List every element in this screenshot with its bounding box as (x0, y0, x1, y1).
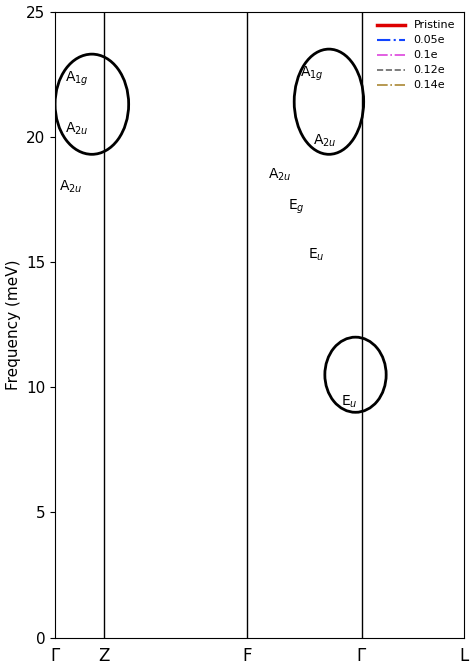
Legend: Pristine, 0.05e, 0.1e, 0.12e, 0.14e: Pristine, 0.05e, 0.1e, 0.12e, 0.14e (374, 17, 458, 94)
Text: A$_{1g}$: A$_{1g}$ (65, 70, 89, 89)
Text: A$_{2u}$: A$_{2u}$ (65, 121, 89, 138)
Text: E$_{u}$: E$_{u}$ (341, 394, 358, 411)
Y-axis label: Frequency (meV): Frequency (meV) (6, 260, 20, 390)
Text: A$_{2u}$: A$_{2u}$ (59, 178, 83, 195)
Text: E$_{u}$: E$_{u}$ (309, 246, 325, 263)
Text: A$_{2u}$: A$_{2u}$ (312, 132, 336, 149)
Text: E$_{g}$: E$_{g}$ (288, 198, 305, 216)
Text: A$_{2u}$: A$_{2u}$ (268, 166, 291, 183)
Text: A$_{1g}$: A$_{1g}$ (301, 65, 324, 83)
